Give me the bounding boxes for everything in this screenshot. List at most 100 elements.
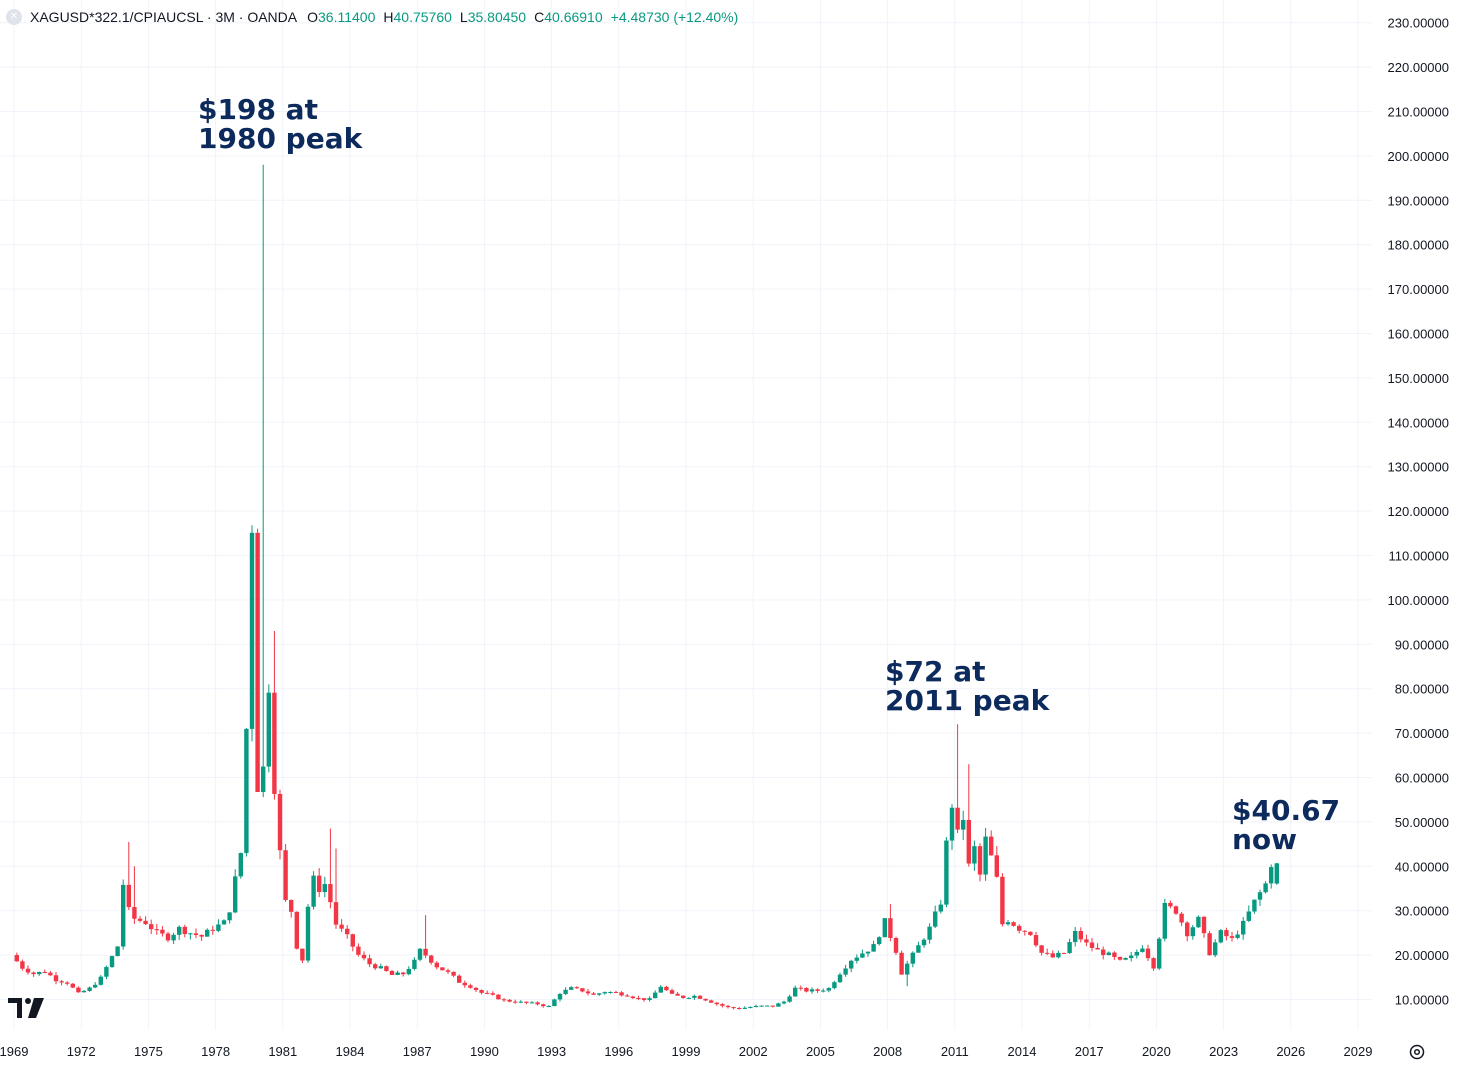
candle-body xyxy=(647,998,652,1000)
candle-body xyxy=(1033,935,1039,946)
candle-body xyxy=(451,971,456,976)
candle-body xyxy=(882,918,887,938)
candle-body xyxy=(888,918,893,938)
candle-body xyxy=(686,997,691,999)
low-label: L xyxy=(459,9,468,25)
candle-body xyxy=(826,988,831,991)
candle-body xyxy=(871,944,876,952)
candle-body xyxy=(961,819,966,830)
y-tick-label: 70.00000 xyxy=(1395,726,1449,741)
candle-body xyxy=(171,934,176,941)
candle-body xyxy=(1101,949,1106,956)
candle-body xyxy=(227,912,232,921)
candle-body xyxy=(1151,958,1156,969)
candle-body xyxy=(199,934,204,937)
candle-body xyxy=(591,993,596,995)
candle-body xyxy=(675,993,680,996)
candle-body xyxy=(205,929,210,937)
close-icon[interactable]: ✕ xyxy=(6,9,22,25)
candle-body xyxy=(378,966,383,969)
candle-body xyxy=(557,993,563,1000)
low-value: 35.80450 xyxy=(467,9,527,25)
candle-body xyxy=(1185,922,1190,937)
candle-body xyxy=(1229,936,1235,938)
candle-body xyxy=(137,918,143,921)
gear-icon[interactable] xyxy=(1409,1044,1425,1060)
candle-body xyxy=(748,1007,753,1009)
candle-body xyxy=(25,968,31,973)
price-axis[interactable]: 10.00000 20.00000 30.00000 40.00000 50.00000… xyxy=(1388,16,1449,1008)
candle-body xyxy=(916,945,921,953)
candle-body xyxy=(109,956,115,968)
candle-body xyxy=(725,1005,731,1008)
candle-body xyxy=(20,961,25,969)
candle-body xyxy=(98,976,103,985)
candle-body xyxy=(210,929,215,931)
symbol-title[interactable]: XAGUSD*322.1/CPIAUCSL · 3M · OANDA xyxy=(30,9,298,25)
y-tick-label: 80.00000 xyxy=(1395,682,1449,697)
candle-body xyxy=(1145,948,1151,959)
candle-body xyxy=(1274,863,1279,884)
y-tick-label: 210.00000 xyxy=(1388,105,1449,120)
candle-body xyxy=(87,987,92,991)
y-tick-label: 150.00000 xyxy=(1388,371,1449,386)
candle-body xyxy=(832,982,837,989)
candle-body xyxy=(389,970,395,975)
candle-body xyxy=(1190,927,1195,937)
candle-body xyxy=(479,990,484,993)
candle-body xyxy=(1084,939,1089,943)
candle-body xyxy=(669,990,675,994)
candle-body xyxy=(597,993,602,995)
candle-body xyxy=(417,948,423,960)
candle-body xyxy=(1213,942,1218,956)
candle-body xyxy=(367,958,372,965)
y-tick-label: 190.00000 xyxy=(1388,193,1449,208)
candle-body xyxy=(333,902,339,925)
x-tick-label: 2026 xyxy=(1276,1044,1305,1059)
candle-body xyxy=(574,987,579,989)
candle-body xyxy=(283,850,288,900)
candle-body xyxy=(65,982,70,984)
candle-body xyxy=(1117,956,1123,960)
candle-body xyxy=(972,846,977,864)
tradingview-logo-icon[interactable] xyxy=(8,998,44,1018)
candle-body xyxy=(14,955,19,962)
candle-body xyxy=(1050,953,1055,958)
candle-body xyxy=(221,920,227,925)
time-axis[interactable]: 1969 1972 1975 1978 1981 1984 1987 1990 1993 1996… xyxy=(0,1044,1372,1059)
x-tick-label: 1978 xyxy=(201,1044,230,1059)
candle-body xyxy=(1045,952,1050,954)
candle-body xyxy=(384,966,389,971)
candle-body xyxy=(585,991,591,994)
candle-body xyxy=(664,986,669,991)
candle-body xyxy=(311,875,316,907)
candle-body xyxy=(1011,922,1016,926)
candle-body xyxy=(983,836,988,875)
candle-body xyxy=(37,971,42,975)
candle-body xyxy=(893,937,899,953)
candle-body xyxy=(1073,930,1078,943)
y-tick-label: 10.00000 xyxy=(1395,993,1449,1008)
candle-body xyxy=(776,1003,781,1007)
candle-body xyxy=(1028,931,1033,936)
candle-body xyxy=(608,991,613,993)
grid xyxy=(0,0,1372,1030)
candle-body xyxy=(1168,902,1173,907)
candle-body xyxy=(1173,906,1179,914)
candle-body xyxy=(865,951,871,954)
candle-body xyxy=(1017,925,1022,931)
y-tick-label: 60.00000 xyxy=(1395,771,1449,786)
candle-body xyxy=(53,975,59,982)
y-tick-label: 120.00000 xyxy=(1388,504,1449,519)
candle-body xyxy=(345,928,350,935)
candle-body xyxy=(955,807,960,830)
candle-body xyxy=(76,987,81,993)
candle-body xyxy=(305,906,311,961)
candle-body xyxy=(1252,899,1257,912)
candle-body xyxy=(692,995,697,998)
candle-body xyxy=(697,995,703,999)
high-value: 40.75760 xyxy=(393,9,452,25)
